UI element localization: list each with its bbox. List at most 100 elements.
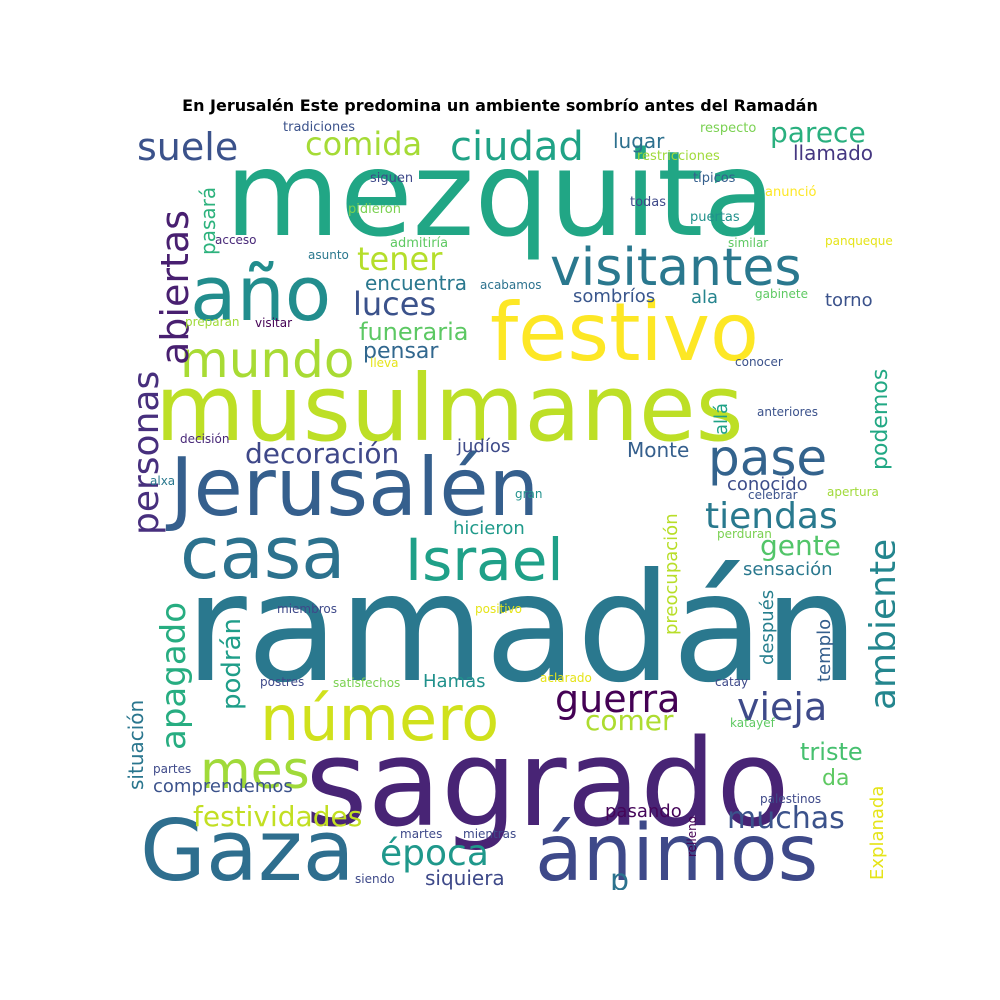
word-84: conocer	[735, 355, 783, 369]
word-14: mundo	[180, 331, 354, 389]
word-77: panqueque	[825, 234, 893, 248]
word-98: katayef	[730, 716, 776, 730]
word-57: sensación	[743, 559, 833, 580]
word-7: Gaza	[140, 802, 355, 890]
word-5: Jerusalén	[165, 441, 539, 534]
word-67: restricciones	[637, 149, 720, 164]
word-33: luces	[353, 285, 436, 323]
word-30: parece	[770, 120, 866, 149]
word-56: hicieron	[453, 518, 525, 539]
word-64: Explanada	[867, 786, 888, 880]
word-4: sagrado	[305, 715, 790, 854]
word-41: triste	[800, 738, 863, 766]
word-63: p	[610, 863, 629, 890]
word-21: personas	[126, 371, 167, 535]
word-42: pensar	[363, 339, 439, 364]
word-49: sombríos	[573, 286, 655, 307]
word-48: encuentra	[365, 271, 467, 295]
word-31: decoración	[245, 437, 399, 470]
word-3: musulmanes	[155, 355, 744, 462]
word-6: festivo	[490, 286, 759, 379]
word-12: Israel	[405, 526, 564, 594]
word-50: ala	[691, 287, 718, 308]
word-86: decisión	[180, 432, 229, 446]
word-52: Monte	[627, 438, 689, 462]
word-93: positivo	[475, 602, 522, 616]
word-82: visitar	[255, 316, 292, 330]
word-2: ramadán	[185, 542, 859, 716]
word-27: época	[380, 833, 489, 874]
word-25: vieja	[737, 685, 827, 729]
word-65: tradiciones	[283, 120, 355, 135]
word-54: allá	[711, 403, 732, 435]
word-15: mes	[200, 741, 310, 801]
word-55: conocido	[727, 474, 808, 495]
word-9: casa	[180, 511, 345, 595]
word-35: gente	[760, 529, 841, 562]
word-100: palestinos	[760, 792, 821, 806]
word-43: comprendemos	[153, 776, 293, 797]
word-97: catay	[715, 675, 748, 689]
word-102: mientras	[463, 827, 516, 841]
word-103: relleno	[685, 816, 699, 857]
word-92: miembros	[277, 602, 337, 616]
word-85: anteriores	[757, 405, 818, 419]
word-71: pidieron	[348, 202, 401, 217]
word-90: gran	[515, 487, 543, 501]
word-101: martes	[400, 827, 442, 841]
word-59: después	[757, 590, 778, 665]
page-title: En Jerusalén Este predomina un ambiente …	[182, 96, 818, 115]
word-94: postres	[260, 675, 304, 689]
word-17: suele	[137, 125, 238, 169]
word-40: comer	[585, 704, 674, 737]
word-26: tiendas	[705, 496, 838, 537]
word-1: mezquita	[225, 125, 776, 263]
word-76: similar	[728, 236, 768, 250]
word-87: alxa	[150, 474, 175, 488]
word-58: preocupación	[661, 513, 682, 635]
word-32: tener	[357, 240, 443, 278]
word-79: acabamos	[480, 278, 542, 292]
word-81: preparan	[185, 315, 240, 329]
word-10: año	[190, 249, 331, 338]
word-104: siendo	[355, 872, 395, 886]
word-99: partes	[153, 762, 191, 776]
word-13: número	[260, 682, 499, 755]
word-38: pasará	[196, 187, 220, 255]
word-53: judíos	[456, 436, 510, 457]
word-8: ánimos	[535, 809, 818, 890]
word-73: puertas	[690, 210, 740, 225]
word-96: aclarado	[540, 671, 592, 685]
word-69: típicos	[693, 171, 736, 186]
word-24: guerra	[555, 677, 680, 721]
word-22: apagado	[154, 602, 194, 750]
word-70: anunció	[765, 185, 816, 200]
word-61: Hamas	[423, 671, 486, 692]
word-80: gabinete	[755, 287, 808, 301]
word-11: visitantes	[550, 238, 801, 298]
word-39: podemos	[868, 369, 893, 470]
word-62: da	[822, 766, 849, 791]
word-18: ciudad	[450, 124, 584, 170]
word-46: lugar	[613, 129, 665, 153]
word-74: acceso	[215, 233, 257, 247]
word-20: abiertas	[153, 210, 197, 365]
word-cloud: mezquita ramadán musulmanes sagrado Jerusalé…	[125, 120, 895, 890]
word-78: asunto	[308, 248, 349, 262]
word-89: apertura	[827, 485, 879, 499]
word-29: muchas	[727, 801, 845, 836]
word-60: templo	[814, 619, 835, 682]
word-75: admitiría	[390, 236, 448, 251]
word-19: comida	[305, 125, 422, 163]
word-28: festividades	[193, 800, 362, 833]
word-16: pase	[708, 429, 827, 487]
word-45: pasando	[605, 801, 682, 822]
word-47: llamado	[793, 141, 873, 165]
word-cloud-canvas: mezquita ramadán musulmanes sagrado Jerusalé…	[125, 120, 895, 890]
word-95: satisfechos	[333, 676, 400, 690]
word-68: siguen	[370, 171, 413, 186]
word-23: ambiente	[863, 539, 895, 710]
word-36: podrán	[217, 618, 247, 710]
word-34: funeraria	[359, 318, 468, 346]
word-83: lleva	[370, 356, 399, 370]
